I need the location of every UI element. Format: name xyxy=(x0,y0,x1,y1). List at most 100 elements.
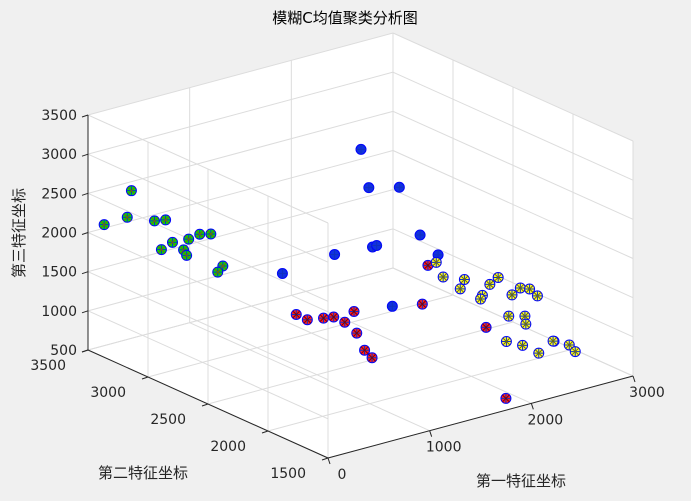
grid-line xyxy=(87,32,394,116)
marker-cluster_2 xyxy=(366,352,378,364)
grid-line xyxy=(392,189,634,299)
marker-cluster_2 xyxy=(359,344,371,356)
marker-cluster_4 xyxy=(484,278,496,290)
marker-cluster_3 xyxy=(371,239,383,251)
y-tick-label: 2000 xyxy=(210,439,246,455)
grid-line xyxy=(267,348,574,432)
marker-cluster_4 xyxy=(492,271,504,283)
marker-plus xyxy=(371,240,382,251)
marker-cross xyxy=(352,329,361,337)
z-tick-mark xyxy=(81,192,89,196)
marker-cluster_2 xyxy=(301,314,313,326)
marker-cross xyxy=(502,337,511,346)
marker-cross xyxy=(502,394,510,403)
marker-cross xyxy=(424,261,432,270)
marker-cross xyxy=(418,300,427,308)
marker-cluster_2 xyxy=(339,316,351,328)
y-tick-label: 1500 xyxy=(270,466,306,482)
marker-cluster_1 xyxy=(125,185,137,197)
grid-line xyxy=(392,71,634,181)
marker-cross xyxy=(521,320,530,328)
y-tick-mark xyxy=(321,457,329,461)
marker-cross xyxy=(195,230,204,239)
marker-cross xyxy=(439,273,448,281)
z-tick-mark xyxy=(81,114,89,118)
marker-cluster_1 xyxy=(167,236,178,248)
marker-cluster_2 xyxy=(290,308,302,320)
z-tick-label: 1500 xyxy=(41,265,77,281)
marker-cluster_1 xyxy=(98,219,110,231)
y-tick-mark xyxy=(141,376,149,380)
grid-line xyxy=(392,110,634,220)
marker-cross xyxy=(456,284,465,293)
marker-cluster_4 xyxy=(547,335,559,347)
z-tick-mark xyxy=(81,271,89,275)
grid-line xyxy=(87,71,394,155)
grid-line xyxy=(392,228,634,338)
y-tick-label: 2500 xyxy=(150,412,186,428)
marker-plus xyxy=(363,182,374,193)
marker-cluster_2 xyxy=(422,259,434,271)
marker-cluster_4 xyxy=(517,339,529,351)
data-markers xyxy=(98,143,581,404)
marker-cluster_1 xyxy=(155,244,167,256)
chart-title: 模糊C均值聚类分析图 xyxy=(272,9,417,27)
marker-cross xyxy=(549,337,557,345)
grid-line xyxy=(87,150,394,233)
grid-line xyxy=(87,189,394,273)
grid-line xyxy=(87,271,329,381)
z-tick-mark xyxy=(81,153,89,157)
grid-line xyxy=(87,232,329,341)
marker-cluster_2 xyxy=(480,321,492,333)
marker-cross xyxy=(340,318,349,327)
marker-cluster_1 xyxy=(205,228,217,240)
y-axis-label: 第二特征坐标 xyxy=(98,464,188,482)
marker-cross xyxy=(460,275,469,284)
marker-cluster_4 xyxy=(430,256,442,268)
axis-lines xyxy=(81,114,636,465)
marker-cross xyxy=(534,349,543,358)
grid-line xyxy=(87,192,329,302)
marker-cross xyxy=(565,341,574,349)
x-tick-label: 3000 xyxy=(629,385,665,401)
y-tick-mark xyxy=(201,403,209,407)
grid-line xyxy=(87,110,394,194)
grid-line xyxy=(87,267,394,351)
marker-plus xyxy=(277,268,288,279)
marker-cluster_3 xyxy=(414,229,426,241)
marker-cross xyxy=(184,235,193,244)
marker-cross xyxy=(360,346,369,355)
marker-cross xyxy=(525,285,534,293)
x-axis-label: 第一特征坐标 xyxy=(476,472,566,490)
marker-cluster_1 xyxy=(149,215,160,227)
marker-plus xyxy=(356,144,366,155)
z-tick-mark xyxy=(81,349,89,353)
marker-cross xyxy=(150,217,159,225)
x-tick-mark xyxy=(429,430,433,437)
marker-cross xyxy=(485,280,494,289)
tick-labels: 0100020003000150020002500300035005001000… xyxy=(30,108,664,483)
marker-cluster_3 xyxy=(329,248,341,260)
marker-cluster_2 xyxy=(416,298,428,310)
marker-cluster_4 xyxy=(454,283,466,295)
marker-cross xyxy=(303,315,312,324)
marker-cross xyxy=(504,312,513,321)
z-tick-label: 500 xyxy=(50,343,77,359)
marker-cluster_4 xyxy=(503,310,515,322)
marker-cluster_4 xyxy=(531,290,543,302)
marker-cluster_4 xyxy=(475,293,487,305)
z-tick-label: 3000 xyxy=(41,147,77,163)
x-tick-label: 1000 xyxy=(426,440,462,456)
z-tick-label: 2000 xyxy=(41,226,77,242)
marker-cross xyxy=(482,323,490,332)
grid-line xyxy=(207,321,514,405)
marker-cluster_3 xyxy=(276,268,288,280)
x-tick-mark xyxy=(327,457,331,465)
z-tick-mark xyxy=(81,232,89,235)
marker-cross xyxy=(521,312,529,320)
marker-cluster_3 xyxy=(386,300,398,312)
grid-line xyxy=(392,150,634,259)
marker-cluster_2 xyxy=(318,312,329,324)
marker-cluster_1 xyxy=(121,211,133,223)
marker-cross xyxy=(292,310,301,319)
